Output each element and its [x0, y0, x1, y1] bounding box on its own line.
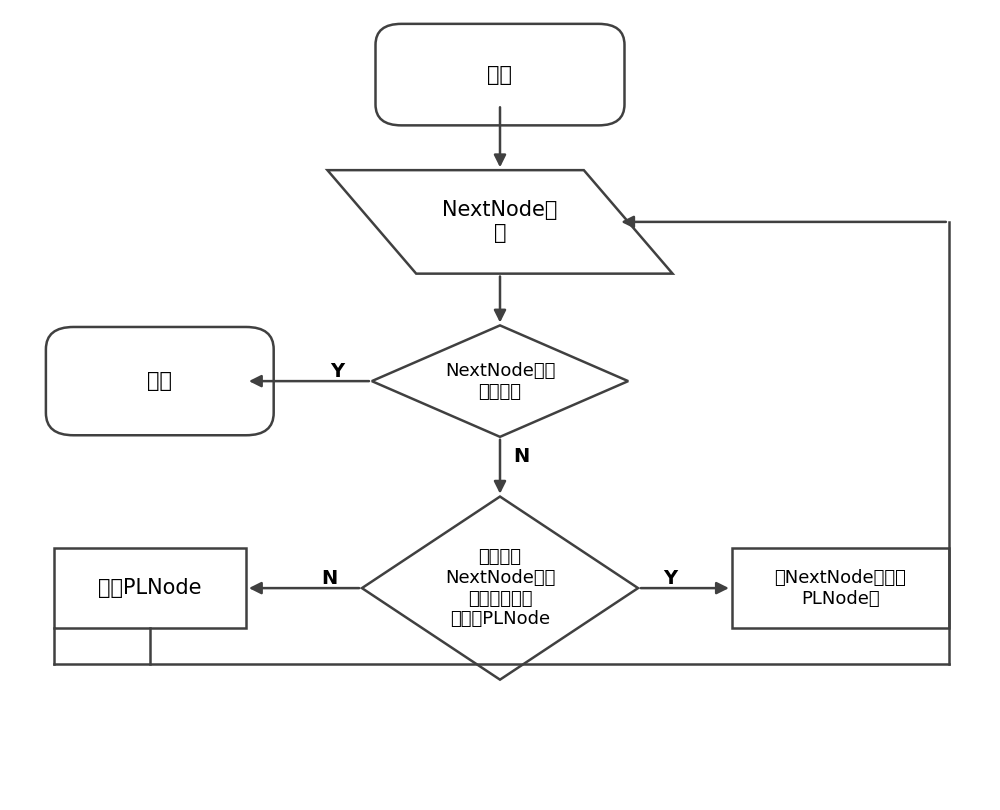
Polygon shape — [327, 170, 673, 274]
Bar — [732, 548, 949, 628]
Text: 新建PLNode: 新建PLNode — [98, 578, 202, 598]
Text: N: N — [321, 569, 338, 588]
Text: 结束: 结束 — [147, 371, 172, 391]
Text: Y: Y — [664, 569, 678, 588]
Text: NextNode集合
是否为空: NextNode集合 是否为空 — [445, 362, 555, 400]
Text: N: N — [514, 447, 530, 467]
FancyBboxPatch shape — [46, 327, 274, 435]
Bar — [54, 548, 246, 628]
FancyBboxPatch shape — [376, 23, 624, 126]
Text: 将NextNode加入到
PLNode中: 将NextNode加入到 PLNode中 — [774, 569, 906, 608]
Text: 取出一个
NextNode并判
断此关键词是
否建立PLNode: 取出一个 NextNode并判 断此关键词是 否建立PLNode — [445, 548, 555, 629]
Polygon shape — [362, 497, 638, 680]
Text: NextNode集
合: NextNode集 合 — [442, 200, 558, 244]
Text: Y: Y — [330, 362, 344, 381]
Polygon shape — [372, 326, 628, 437]
Text: 开始: 开始 — [488, 65, 512, 84]
